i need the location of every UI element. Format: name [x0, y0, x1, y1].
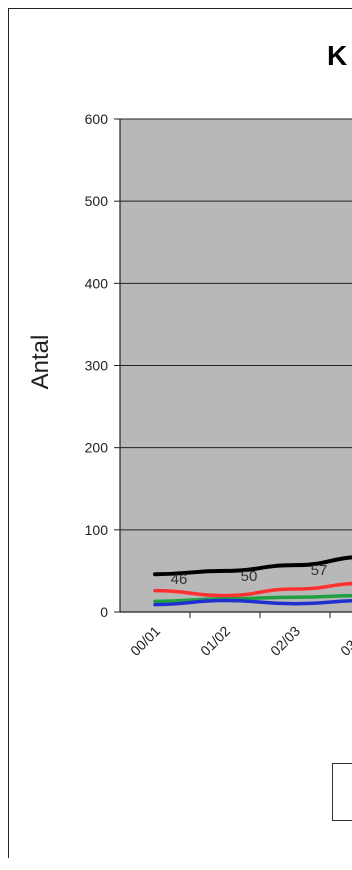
y-tick-label: 0	[100, 604, 108, 620]
data-label: 46	[171, 571, 188, 588]
legend-box	[332, 763, 352, 821]
series-line	[153, 593, 352, 604]
data-label: 50	[241, 568, 258, 585]
chart-title: K	[327, 40, 348, 71]
x-tick-label: 00/01	[127, 623, 163, 659]
y-tick-label: 400	[85, 275, 109, 291]
y-tick-label: 600	[85, 111, 109, 127]
chart-frame	[8, 8, 352, 858]
x-tick-label: 03/04	[337, 623, 352, 659]
y-tick-label: 100	[85, 522, 109, 538]
y-tick-label: 500	[85, 193, 109, 209]
y-tick-label: 300	[85, 358, 109, 374]
y-axis-label: Antal	[27, 335, 54, 390]
data-label: 57	[311, 562, 328, 579]
x-tick-label: 01/02	[197, 623, 233, 659]
x-tick-label: 02/03	[267, 623, 303, 659]
y-tick-label: 200	[85, 440, 109, 456]
series-line	[153, 555, 352, 577]
series-line	[153, 598, 352, 607]
series-line	[153, 581, 352, 598]
